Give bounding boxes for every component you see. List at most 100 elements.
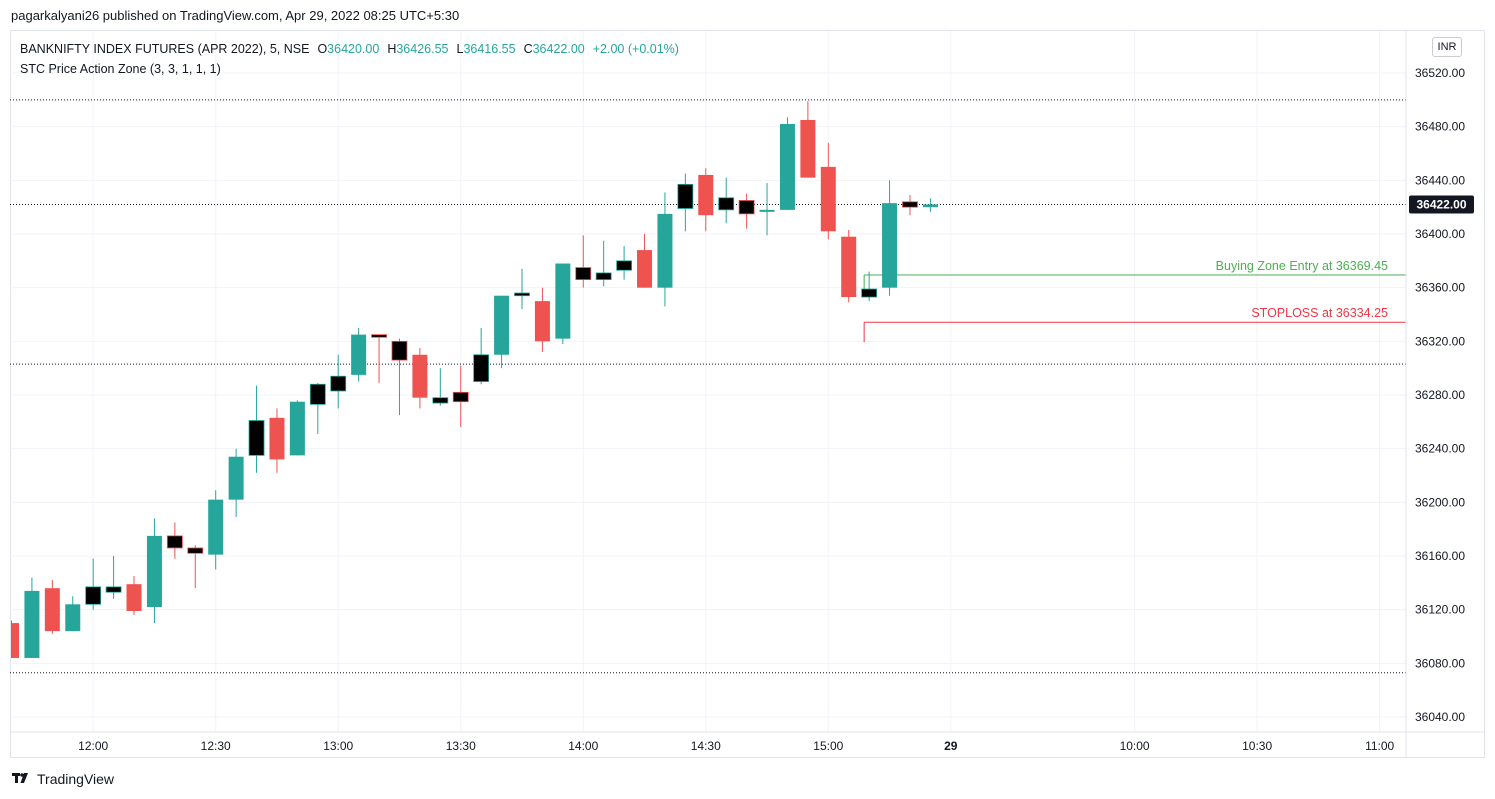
candle-body — [105, 586, 122, 593]
current-price-tag — [1409, 195, 1474, 214]
candle-body — [882, 203, 898, 288]
candle-body — [248, 420, 265, 456]
candle — [330, 354, 347, 409]
candle — [637, 234, 653, 288]
candle-body — [902, 201, 918, 208]
candles-layer — [11, 101, 938, 658]
candle — [861, 271, 878, 302]
y-tick-label: 36240.00 — [1415, 442, 1465, 456]
candle — [126, 576, 142, 616]
x-tick-label: 12:30 — [201, 739, 231, 753]
candle — [432, 368, 449, 406]
legend-change: +2.00 (+0.01%) — [592, 42, 679, 56]
tradingview-logo-text: TradingView — [37, 771, 115, 787]
candle — [595, 240, 612, 287]
candle-body — [595, 272, 612, 281]
chart-legend: BANKNIFTY INDEX FUTURES (APR 2022), 5, N… — [20, 39, 679, 79]
candle-body — [146, 535, 162, 607]
current-price-label: 36422.00 — [1416, 197, 1466, 211]
candle — [473, 327, 490, 385]
candle — [657, 192, 673, 307]
candle — [371, 334, 387, 383]
candle — [166, 522, 183, 559]
candle — [575, 235, 592, 288]
candle-body — [391, 340, 408, 361]
candle — [616, 246, 632, 280]
candle-body — [718, 197, 735, 211]
candle-body — [514, 292, 530, 297]
stoploss-label: STOPLOSS at 36334.25 — [1251, 306, 1388, 320]
candle-body — [166, 535, 183, 549]
legend-low-label: L — [456, 42, 464, 56]
x-tick-label: 29 — [944, 739, 958, 753]
candle-body — [85, 586, 102, 605]
candle-body — [187, 547, 204, 554]
candle-body — [922, 204, 938, 208]
candle — [391, 338, 408, 416]
y-tick-label: 36360.00 — [1415, 281, 1465, 295]
y-tick-label: 36400.00 — [1415, 227, 1465, 241]
candle — [759, 183, 775, 236]
currency-badge[interactable]: INR — [1432, 37, 1462, 57]
candle — [922, 198, 938, 212]
candle — [228, 448, 244, 518]
candle-body — [861, 288, 878, 298]
legend-indicator[interactable]: STC Price Action Zone (3, 3, 1, 1, 1) — [20, 62, 221, 76]
candle-body — [269, 417, 285, 460]
candle — [208, 490, 224, 570]
legend-symbol: BANKNIFTY INDEX FUTURES (APR 2022), 5, N… — [20, 42, 310, 56]
x-tick-label: 11:00 — [1365, 739, 1394, 753]
candle — [452, 365, 469, 428]
x-tick-label: 10:00 — [1120, 739, 1150, 753]
candle — [841, 229, 857, 303]
x-tick-label: 15:00 — [813, 739, 843, 753]
candle — [698, 168, 714, 232]
tradingview-logo[interactable]: TradingView — [12, 771, 114, 787]
candle-body — [494, 295, 510, 355]
annotations-layer: Buying Zone Entry at 36369.45 STOPLOSS at… — [863, 259, 1406, 343]
candle — [412, 348, 428, 409]
x-tick-label: 14:00 — [568, 739, 598, 753]
candle — [800, 101, 816, 178]
y-tick-label: 36040.00 — [1415, 710, 1465, 724]
candle — [534, 287, 550, 353]
candle-body — [841, 236, 857, 298]
candle — [146, 518, 162, 624]
y-tick-label: 36200.00 — [1415, 495, 1465, 509]
candle-body — [432, 397, 449, 404]
candle — [85, 558, 102, 610]
candle — [65, 596, 81, 632]
grid-layer — [10, 31, 1406, 732]
legend-open: 36420.00 — [327, 42, 380, 56]
candle-body — [351, 334, 367, 375]
candle-body — [11, 623, 19, 658]
legend-close: 36422.00 — [532, 42, 585, 56]
candle-body — [24, 590, 40, 658]
legend-symbol-row: BANKNIFTY INDEX FUTURES (APR 2022), 5, N… — [20, 39, 679, 59]
candle — [44, 580, 60, 634]
y-tick-label: 36280.00 — [1415, 388, 1465, 402]
x-tick-label: 12:00 — [78, 739, 108, 753]
x-tick-label: 14:30 — [691, 739, 721, 753]
y-tick-label: 36480.00 — [1415, 120, 1465, 134]
y-tick-label: 36320.00 — [1415, 334, 1465, 348]
time-axis: 12:00 12:30 13:00 13:30 14:00 14:30 15:00 29 10:… — [10, 731, 1484, 753]
y-tick-label: 36120.00 — [1415, 603, 1465, 617]
x-tick-label: 13:00 — [323, 739, 353, 753]
candle-body — [575, 267, 592, 281]
legend-indicator-row[interactable]: STC Price Action Zone (3, 3, 1, 1, 1) — [20, 59, 679, 79]
legend-high-label: H — [387, 42, 397, 56]
candle-body — [44, 588, 60, 632]
candle-body — [800, 119, 816, 178]
candle-body — [616, 260, 632, 271]
y-tick-label: 36080.00 — [1415, 656, 1465, 670]
candle-body — [657, 213, 673, 288]
tradingview-logo-icon — [12, 771, 32, 787]
candle-body — [371, 334, 387, 338]
candle — [309, 382, 326, 434]
y-tick-label: 36440.00 — [1415, 173, 1465, 187]
x-tick-label: 10:30 — [1242, 739, 1272, 753]
candle-body — [65, 604, 81, 632]
candle — [718, 177, 735, 224]
